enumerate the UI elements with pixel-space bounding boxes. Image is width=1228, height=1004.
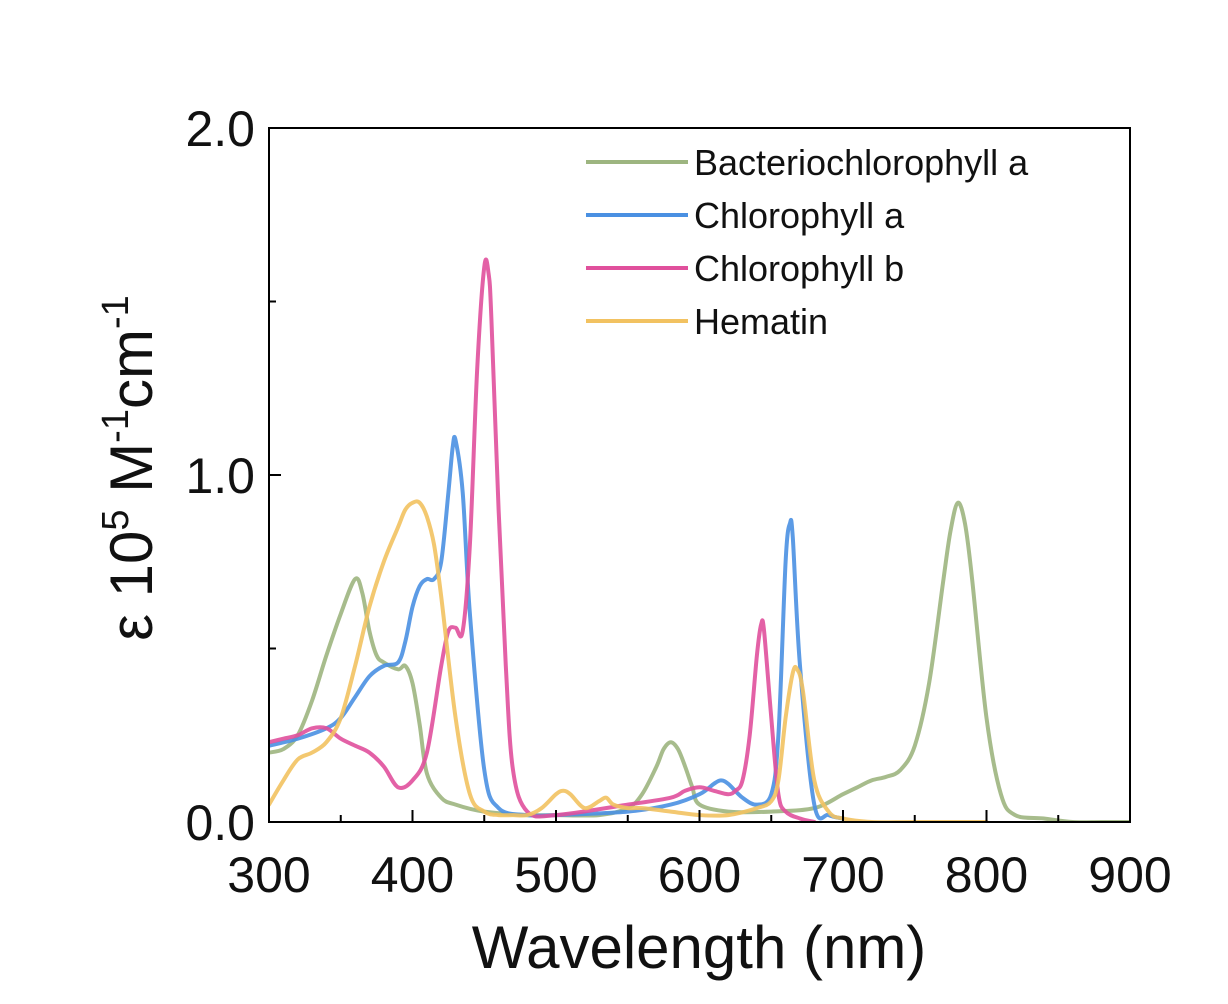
y-axis-title-unit1-exp: -1	[95, 409, 137, 443]
x-tick-label: 900	[1088, 847, 1171, 903]
y-axis-title-unit2: cm	[98, 329, 165, 409]
x-tick-label: 400	[371, 847, 454, 903]
series-line-chlorophyll-b	[269, 257, 817, 822]
legend-label-hematin: Hematin	[694, 301, 828, 342]
y-tick-label: 2.0	[185, 101, 255, 157]
y-tick-label: 1.0	[185, 448, 255, 504]
legend: Bacteriochlorophyll a Chlorophyll a Chloro…	[586, 142, 1029, 342]
x-tick-label: 600	[658, 847, 741, 903]
x-tick-label: 800	[945, 847, 1028, 903]
x-tick-label: 500	[514, 847, 597, 903]
y-axis-title-unit1: M	[98, 443, 165, 510]
legend-label-bacteriochlorophyll-a: Bacteriochlorophyll a	[694, 142, 1029, 183]
legend-label-chlorophyll-b: Chlorophyll b	[694, 248, 904, 289]
x-axis-title: Wavelength (nm)	[472, 914, 927, 981]
y-axis-title-unit2-exp: -1	[95, 295, 137, 329]
x-tick-label: 300	[227, 847, 310, 903]
y-axis-title-base: ε 10	[98, 531, 165, 641]
series-layer	[269, 257, 1130, 822]
x-tick-label: 700	[801, 847, 884, 903]
series-line-bacteriochlorophyll-a	[269, 500, 1130, 822]
ticks-layer: 300 400 500 600 700 800 900 0.0 1.0 2.0	[185, 101, 1171, 903]
y-tick-label: 0.0	[185, 795, 255, 851]
y-axis-title-exp: 5	[95, 509, 137, 530]
y-axis-title: ε 105 M-1cm-1	[95, 295, 165, 641]
series-line-hematin	[269, 499, 989, 822]
series-line-chlorophyll-a	[269, 434, 845, 821]
legend-label-chlorophyll-a: Chlorophyll a	[694, 195, 905, 236]
